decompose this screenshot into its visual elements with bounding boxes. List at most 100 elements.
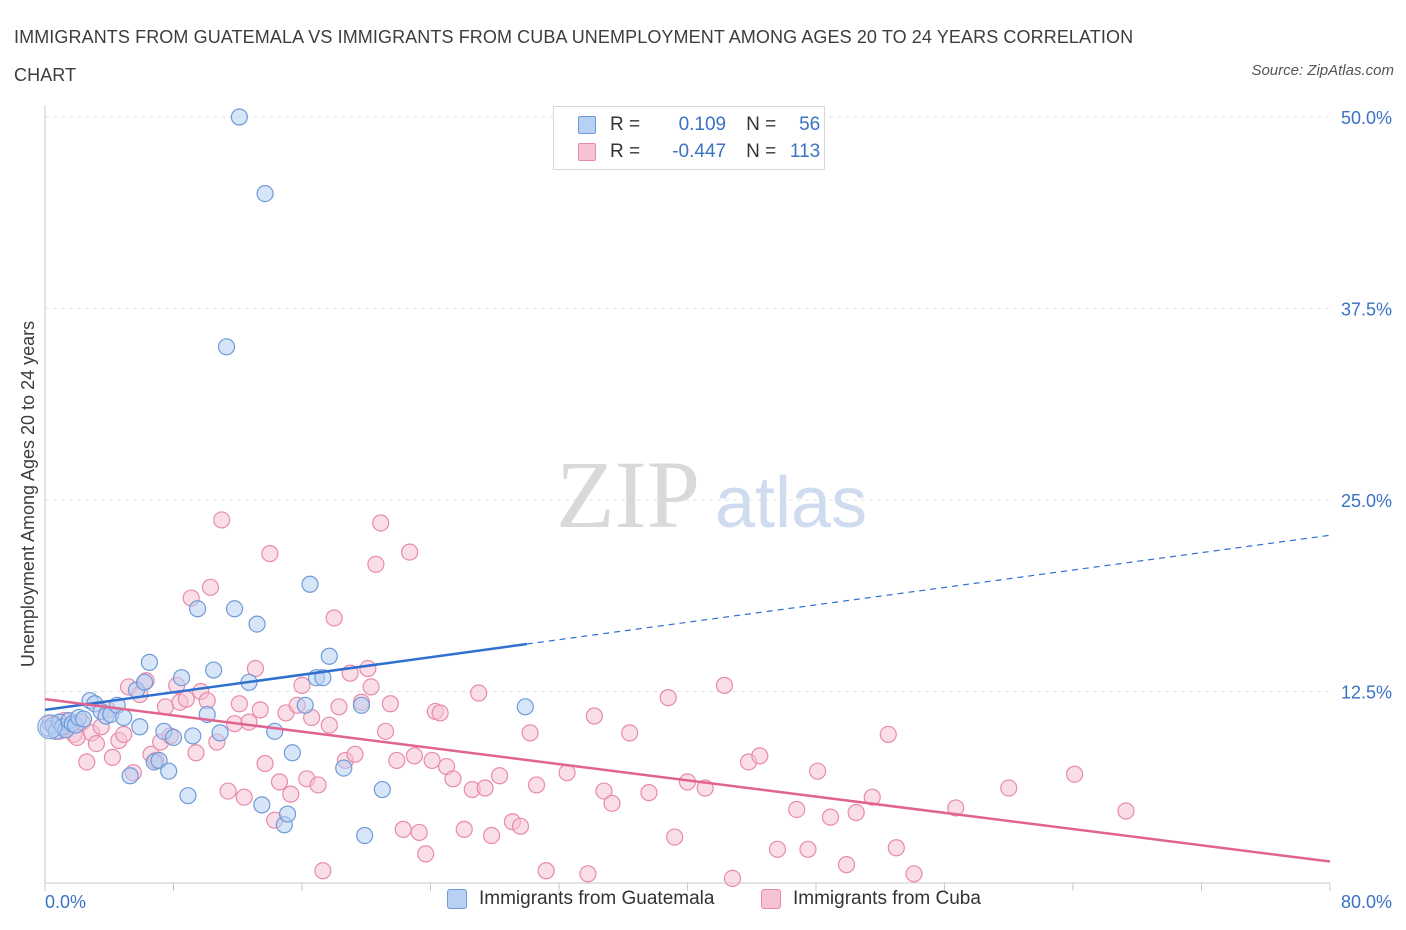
cuba-point — [423, 751, 441, 770]
cuba-point — [431, 704, 449, 722]
guatemala-point — [188, 600, 207, 618]
guatemala-point — [211, 724, 229, 742]
cuba-point — [537, 862, 555, 880]
cuba-point — [346, 745, 364, 763]
cuba-point — [320, 716, 338, 734]
cuba-point — [381, 695, 399, 713]
guatemala-point — [150, 751, 168, 770]
cuba-point — [1000, 779, 1018, 797]
cuba-point — [330, 698, 348, 716]
guatemala-point — [283, 744, 301, 762]
tick-labels: 12.5% 25.0% 37.5% 50.0% 0.0% 80.0% — [45, 108, 1392, 912]
guatemala-point — [335, 759, 353, 777]
cuba-point — [405, 747, 424, 765]
guatemala-point — [516, 698, 534, 716]
legend-r-label: R = — [610, 114, 641, 135]
cuba-point — [372, 514, 390, 532]
cuba-point — [1117, 802, 1135, 820]
cuba-point — [362, 678, 380, 696]
guatemala-point — [278, 805, 297, 823]
cuba-point — [314, 862, 332, 880]
cuba-point — [256, 754, 274, 773]
guatemala-point — [115, 708, 133, 727]
cuba-point — [837, 856, 856, 874]
cuba-point — [659, 689, 677, 707]
y-tick-label: 12.5% — [1341, 683, 1392, 703]
cuba-point — [595, 782, 613, 800]
guatemala-point — [256, 185, 274, 203]
y-tick-label: 25.0% — [1341, 491, 1392, 511]
legend-item-cuba[interactable]: Immigrants from Cuba — [761, 888, 981, 910]
cuba-point — [621, 724, 639, 742]
guatemala-point — [121, 767, 139, 785]
cuba-point — [482, 826, 501, 845]
cuba-point — [821, 808, 840, 826]
guatemala-point — [248, 615, 266, 633]
legend-r-label: R = — [610, 141, 641, 162]
trend-lines — [44, 534, 1331, 863]
source-note: Source: ZipAtlas.com — [1251, 62, 1394, 79]
series-cuba-points — [41, 511, 1135, 888]
chart-title: IMMIGRANTS FROM GUATEMALA VS IMMIGRANTS … — [14, 27, 1134, 85]
cuba-point — [887, 839, 905, 857]
watermark: ZIP atlas — [556, 441, 867, 548]
cuba-point — [251, 701, 269, 719]
guatemala-point — [74, 710, 93, 728]
guatemala-point — [179, 787, 197, 805]
x-tick-label: 80.0% — [1341, 892, 1392, 912]
cuba-point — [270, 773, 289, 791]
guatemala-point — [352, 696, 371, 714]
watermark-atlas: atlas — [715, 463, 867, 543]
legend-label-cuba: Immigrants from Cuba — [793, 888, 981, 909]
cuba-point — [640, 784, 658, 802]
guatemala-point — [320, 647, 338, 665]
cuba-point — [187, 744, 205, 762]
cuba-point — [511, 817, 530, 835]
cuba-point — [879, 725, 897, 743]
cuba-point — [715, 676, 734, 694]
legend-item-guatemala[interactable]: Immigrants from Guatemala — [447, 888, 714, 910]
cuba-point — [261, 545, 279, 563]
cuba-point — [768, 840, 787, 858]
guatemala-point — [356, 826, 374, 845]
legend-n-value: 56 — [799, 114, 821, 135]
cuba-point — [388, 751, 406, 770]
cuba-point — [235, 788, 253, 806]
cuba-point — [219, 782, 237, 800]
cuba-point — [293, 676, 311, 694]
cuba-point — [367, 555, 385, 573]
cuba-point — [410, 823, 428, 842]
guatemala-point — [131, 718, 149, 736]
guatemala-point — [164, 728, 183, 747]
series-legend: Immigrants from Guatemala Immigrants fro… — [0, 888, 1406, 916]
cuba-point — [603, 794, 621, 812]
cuba-point — [947, 799, 965, 817]
stats-legend: R = 0.109 N = 56 R = -0.447 N = 113 — [553, 106, 825, 170]
legend-swatch-cuba — [761, 889, 781, 909]
cuba-point — [527, 776, 546, 794]
legend-n-label: N = — [746, 114, 777, 135]
guatemala-point — [172, 669, 191, 687]
legend-swatch-guatemala — [447, 889, 467, 909]
cuba-point — [723, 869, 742, 888]
cuba-point — [394, 820, 412, 838]
cuba-point — [521, 724, 539, 742]
cuba-point — [103, 748, 122, 766]
cuba-point — [585, 707, 603, 725]
cuba-point — [325, 609, 343, 627]
cuba-point — [359, 659, 377, 678]
legend-swatch-cuba — [578, 143, 596, 161]
watermark-zip: ZIP — [556, 441, 700, 548]
guatemala-point — [230, 108, 248, 126]
cuba-point — [579, 865, 597, 883]
cuba-point — [213, 511, 231, 529]
guatemala-point — [266, 722, 284, 740]
guatemala-trend-line — [44, 642, 528, 712]
cuba-point — [376, 722, 395, 740]
legend-label-guatemala: Immigrants from Guatemala — [479, 888, 715, 909]
cuba-point — [470, 684, 488, 702]
guatemala-point — [314, 669, 332, 687]
series-guatemala-points — [37, 108, 534, 845]
cuba-point — [115, 725, 133, 743]
cuba-point — [78, 753, 96, 771]
